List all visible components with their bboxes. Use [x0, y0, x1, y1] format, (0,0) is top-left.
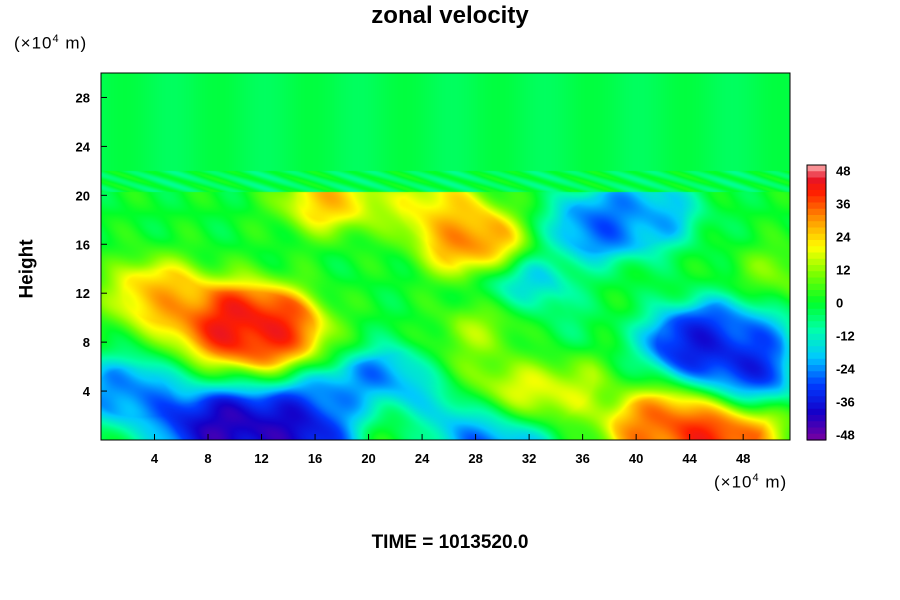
y-tick-label: 24	[76, 139, 91, 154]
colorbar-swatch	[807, 296, 826, 304]
colorbar: 48 36 24 12 0 -12 -24 -36 -48	[806, 164, 856, 443]
y-tick-label: 8	[83, 335, 90, 350]
colorbar-swatch	[807, 183, 826, 191]
y-tick-label: 16	[76, 237, 90, 252]
time-footer: TIME = 1013520.0	[371, 532, 529, 553]
colorbar-swatch	[807, 365, 826, 372]
colorbar-swatch	[807, 283, 826, 291]
x-tick-label: 24	[415, 451, 430, 466]
colorbar-swatch	[807, 165, 826, 172]
colorbar-swatch	[807, 396, 826, 404]
colorbar-swatch	[807, 377, 826, 385]
colorbar-swatch	[807, 340, 826, 347]
colorbar-tick-label: -12	[836, 329, 855, 344]
colorbar-swatch	[807, 258, 826, 266]
colorbar-swatch	[807, 208, 826, 216]
colorbar-swatch	[807, 352, 826, 360]
colorbar-swatch	[807, 252, 826, 260]
colorbar-swatch	[807, 390, 826, 397]
colorbar-swatch	[807, 421, 826, 429]
colorbar-tick-label: -48	[836, 428, 855, 443]
plot-area	[100, 72, 791, 441]
x-axis: 4 8 12 16 20 24 28 32 36 40 44 48	[151, 434, 750, 466]
colorbar-swatch	[807, 315, 826, 322]
colorbar-swatch	[807, 177, 826, 185]
colorbar-swatch	[807, 321, 826, 329]
y-tick-label: 4	[83, 384, 91, 399]
x-tick-label: 36	[575, 451, 589, 466]
colorbar-swatch	[807, 271, 826, 279]
x-tick-label: 48	[736, 451, 750, 466]
plot-frame	[100, 72, 791, 441]
colorbar-swatch	[807, 371, 826, 379]
colorbar-swatch	[807, 190, 826, 197]
colorbar-swatch	[807, 302, 826, 310]
colorbar-swatch	[807, 415, 826, 422]
colorbar-swatch	[807, 308, 826, 316]
colorbar-swatch	[807, 196, 826, 204]
colorbar-swatch	[807, 327, 826, 335]
x-tick-label: 32	[522, 451, 536, 466]
colorbar-swatch	[807, 408, 826, 416]
colorbar-swatch	[807, 333, 826, 341]
colorbar-tick-label: 36	[836, 197, 850, 212]
colorbar-swatch	[807, 227, 826, 235]
colorbar-frame	[806, 164, 827, 441]
x-tick-label: 44	[682, 451, 697, 466]
y-tick-label: 20	[76, 188, 90, 203]
x-tick-label: 20	[361, 451, 375, 466]
colorbar-swatch	[807, 346, 826, 354]
colorbar-swatch	[807, 358, 826, 366]
y-axis-unit: (×104 m)	[14, 33, 88, 53]
colorbar-swatch	[807, 221, 826, 229]
colorbar-tick-label: 48	[836, 164, 850, 179]
x-tick-label: 40	[629, 451, 643, 466]
colorbar-swatch	[807, 240, 826, 247]
colorbar-swatch	[807, 383, 826, 391]
colorbar-swatch	[807, 433, 826, 441]
colorbar-tick-label: 24	[836, 230, 851, 245]
x-tick-label: 16	[308, 451, 322, 466]
colorbar-swatch	[807, 402, 826, 410]
colorbar-swatch	[807, 265, 826, 272]
y-tick-label: 28	[76, 90, 90, 105]
x-tick-label: 12	[254, 451, 268, 466]
chart-title: zonal velocity	[371, 2, 529, 29]
colorbar-swatch	[807, 246, 826, 254]
y-axis: 4 8 12 16 20 24 28	[76, 90, 107, 399]
colorbar-tick-label: 12	[836, 263, 850, 278]
colorbar-swatch	[807, 290, 826, 297]
y-tick-label: 12	[76, 286, 90, 301]
colorbar-tick-label: 0	[836, 296, 843, 311]
colorbar-swatch	[807, 277, 826, 285]
x-tick-label: 4	[151, 451, 159, 466]
colorbar-tick-label: -36	[836, 395, 855, 410]
colorbar-swatch	[807, 215, 826, 222]
x-axis-unit: (×104 m)	[714, 472, 788, 492]
colorbar-swatch	[807, 202, 826, 210]
colorbar-swatch	[807, 233, 826, 241]
x-tick-label: 8	[204, 451, 211, 466]
colorbar-swatch	[807, 427, 826, 435]
colorbar-swatch	[807, 171, 826, 179]
velocity-field	[101, 73, 790, 440]
colorbar-tick-label: -24	[836, 362, 856, 377]
x-tick-label: 28	[468, 451, 482, 466]
